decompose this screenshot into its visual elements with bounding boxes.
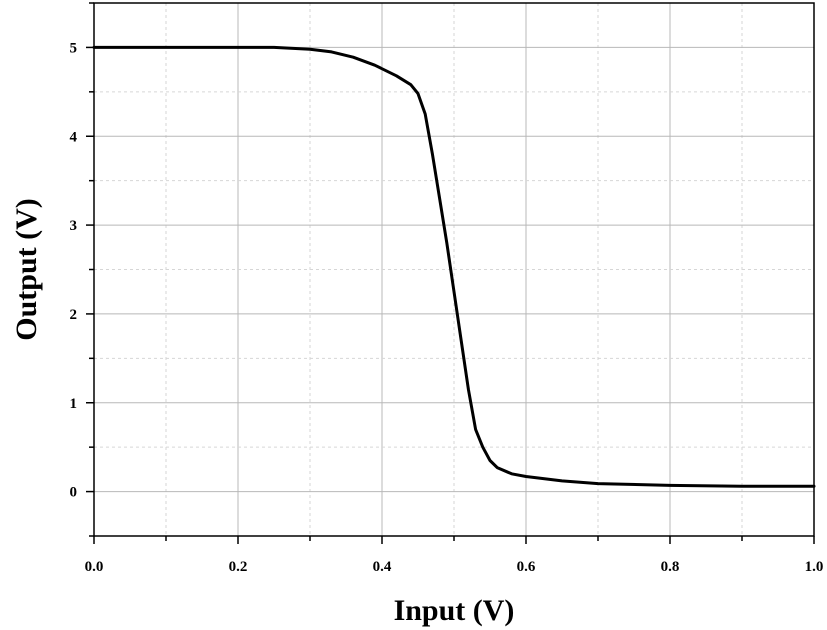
y-tick-label: 2 (70, 307, 78, 323)
x-tick-label: 0.4 (373, 559, 392, 575)
y-tick-label: 1 (70, 396, 78, 412)
x-tick-label: 0.8 (661, 559, 680, 575)
y-tick-label: 0 (70, 485, 78, 501)
ticks (86, 2, 815, 544)
x-tick-labels: 0.0 0.2 0.4 0.6 0.8 1.0 (85, 559, 824, 575)
y-tick-label: 3 (70, 218, 78, 234)
y-axis-label: Output (V) (10, 198, 43, 341)
grid (94, 3, 814, 536)
y-tick-label: 5 (70, 40, 78, 56)
x-tick-label: 0.0 (85, 559, 104, 575)
x-tick-label: 1.0 (805, 559, 824, 575)
y-tick-label: 4 (70, 129, 78, 145)
x-axis-label: Input (V) (394, 594, 515, 627)
transfer-curve (92, 45, 816, 488)
y-tick-labels: 0 1 2 3 4 5 (70, 40, 78, 500)
x-tick-label: 0.6 (517, 559, 536, 575)
x-tick-label: 0.2 (229, 559, 248, 575)
